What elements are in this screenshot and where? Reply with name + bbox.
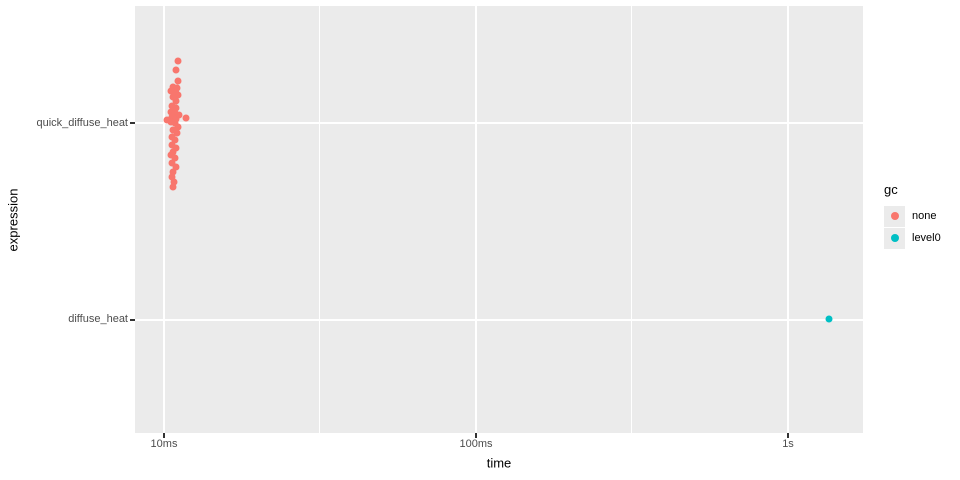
gridline-x-major bbox=[163, 6, 165, 433]
legend-key bbox=[884, 227, 905, 249]
data-point bbox=[167, 151, 175, 159]
legend-dot-none-icon bbox=[890, 212, 899, 220]
data-point bbox=[169, 168, 177, 176]
legend-label: none bbox=[912, 210, 937, 222]
legend-item-level0: level0 bbox=[884, 227, 941, 249]
data-point bbox=[168, 173, 176, 181]
x-tick-mark bbox=[475, 433, 477, 438]
data-point bbox=[169, 83, 177, 91]
data-point bbox=[172, 66, 180, 74]
plot-panel bbox=[135, 6, 863, 433]
x-tick-label-1s: 1s bbox=[782, 438, 794, 450]
data-point bbox=[168, 113, 176, 121]
data-point bbox=[171, 136, 179, 144]
data-point bbox=[168, 102, 176, 110]
legend-title: gc bbox=[884, 182, 898, 197]
gridline-y-major bbox=[135, 122, 863, 124]
data-point bbox=[167, 87, 175, 95]
y-tick-mark bbox=[130, 319, 135, 321]
data-point bbox=[167, 108, 175, 116]
data-point bbox=[182, 114, 190, 122]
y-tick-mark bbox=[130, 122, 135, 124]
x-tick-mark bbox=[163, 433, 165, 438]
data-point bbox=[167, 118, 175, 126]
data-point bbox=[172, 144, 180, 152]
data-point bbox=[171, 154, 179, 162]
data-point bbox=[173, 84, 181, 92]
legend-label: level0 bbox=[912, 232, 941, 244]
legend-dot-level0-icon bbox=[890, 234, 899, 242]
data-point bbox=[172, 97, 180, 105]
data-point bbox=[163, 116, 171, 124]
gridline-y-major bbox=[135, 319, 863, 321]
data-point bbox=[174, 123, 182, 131]
data-point bbox=[172, 104, 180, 112]
x-axis-title: time bbox=[486, 455, 512, 471]
gridline-x-major bbox=[787, 6, 789, 433]
y-tick-label-diffuse-heat: diffuse_heat bbox=[68, 313, 128, 325]
x-tick-mark bbox=[787, 433, 789, 438]
data-point bbox=[171, 109, 179, 117]
data-point bbox=[168, 141, 176, 149]
y-axis-title: expression bbox=[5, 188, 21, 252]
data-point bbox=[170, 178, 178, 186]
data-point bbox=[169, 183, 177, 191]
data-point bbox=[825, 315, 833, 323]
legend-item-none: none bbox=[884, 205, 941, 227]
x-tick-label-100ms: 100ms bbox=[459, 438, 493, 450]
data-point bbox=[175, 111, 183, 119]
data-point bbox=[174, 77, 182, 85]
legend-key bbox=[884, 205, 905, 227]
data-point bbox=[174, 57, 182, 65]
data-point bbox=[171, 119, 179, 127]
x-tick-label-10ms: 10ms bbox=[150, 438, 178, 450]
legend: gc none level0 bbox=[884, 182, 941, 249]
data-point bbox=[169, 93, 177, 101]
gridline-x-minor bbox=[631, 6, 633, 433]
data-point bbox=[172, 115, 180, 123]
data-point bbox=[169, 126, 177, 134]
data-point bbox=[173, 129, 181, 137]
data-point bbox=[168, 159, 176, 167]
data-point bbox=[172, 163, 180, 171]
gridline-x-minor bbox=[319, 6, 321, 433]
gridline-x-major bbox=[475, 6, 477, 433]
data-point bbox=[174, 91, 182, 99]
y-tick-label-quick-diffuse-heat: quick_diffuse_heat bbox=[36, 117, 128, 129]
